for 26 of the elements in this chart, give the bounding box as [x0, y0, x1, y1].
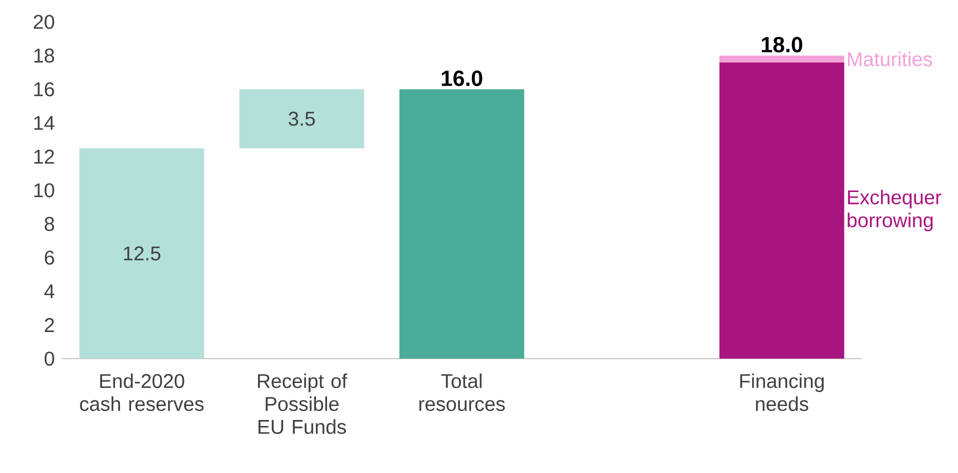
- bar: [79, 148, 204, 359]
- y-tick-label: 8: [44, 216, 54, 231]
- y-tick-label: 16: [34, 82, 54, 96]
- bar: [719, 62, 844, 359]
- x-tick-label: Receipt of Possible EU Funds: [258, 373, 348, 434]
- x-tick-label: Total resources: [419, 373, 505, 411]
- bar: [239, 89, 364, 148]
- y-tick-label: 10: [34, 183, 54, 198]
- y-tick-label: 12: [34, 150, 54, 164]
- total-label: 18.0: [762, 36, 802, 52]
- bar: [719, 55, 844, 62]
- bar: [399, 89, 524, 359]
- y-tick-label: 14: [34, 116, 54, 130]
- y-tick-label: 4: [44, 284, 54, 298]
- series-label: Exchequer borrowing: [848, 190, 942, 232]
- x-tick-label: End-2020 cash reserves: [80, 373, 204, 411]
- x-tick-label: Financing needs: [740, 373, 824, 411]
- data-label: 12.5: [124, 246, 160, 260]
- series-label: Maturities: [848, 52, 932, 66]
- y-tick-label: 20: [34, 14, 54, 29]
- y-tick-label: 18: [34, 48, 54, 63]
- y-tick-label: 2: [44, 318, 54, 332]
- y-tick-label: 0: [44, 351, 54, 366]
- total-label: 16.0: [442, 70, 482, 86]
- data-label: 3.5: [288, 112, 315, 126]
- y-tick-label: 6: [44, 250, 54, 265]
